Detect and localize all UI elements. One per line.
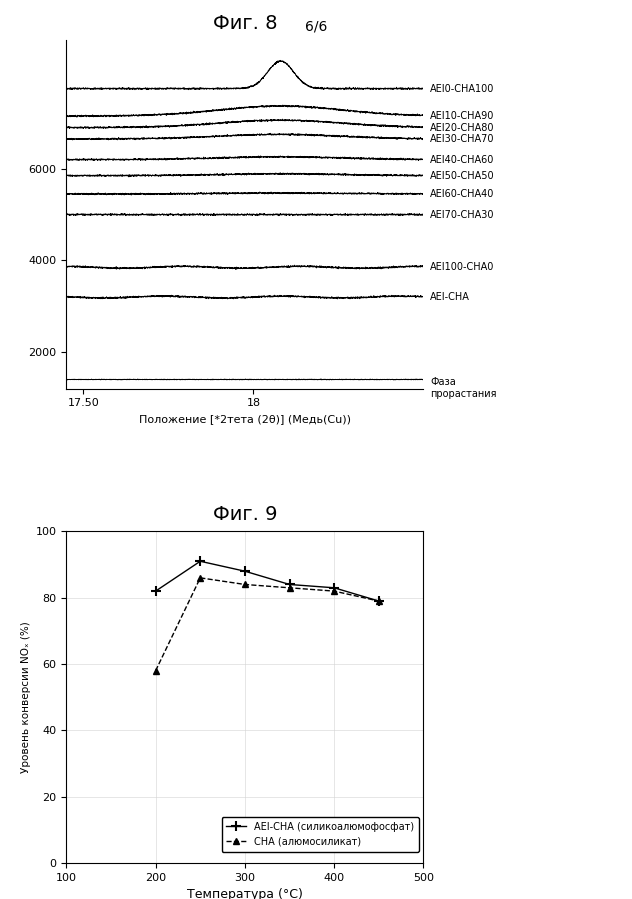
- AEI-CHA (силикоалюмофосфат): [286, 579, 293, 590]
- X-axis label: Температура (°C): Температура (°C): [187, 888, 303, 899]
- CHA (алюмосиликат): [375, 596, 382, 607]
- AEI-CHA (силикоалюмофосфат): [331, 583, 338, 593]
- Line: CHA (алюмосиликат): CHA (алюмосиликат): [152, 574, 382, 674]
- Title: Фиг. 9: Фиг. 9: [212, 505, 277, 524]
- AEI-CHA (силикоалюмофосфат): [375, 596, 382, 607]
- CHA (алюмосиликат): [197, 573, 204, 583]
- Line: AEI-CHA (силикоалюмофосфат): AEI-CHA (силикоалюмофосфат): [151, 556, 384, 606]
- AEI-CHA (силикоалюмофосфат): [241, 565, 249, 576]
- CHA (алюмосиликат): [241, 579, 249, 590]
- Text: AEI-CHA: AEI-CHA: [430, 292, 470, 302]
- Text: AEI50-CHA50: AEI50-CHA50: [430, 171, 495, 181]
- Y-axis label: Уровень конверсии NOₓ (%): Уровень конверсии NOₓ (%): [21, 621, 32, 773]
- Text: AEI10-CHA90: AEI10-CHA90: [430, 111, 495, 121]
- Text: AEI70-CHA30: AEI70-CHA30: [430, 209, 495, 219]
- Legend: AEI-CHA (силикоалюмофосфат), CHA (алюмосиликат): AEI-CHA (силикоалюмофосфат), CHA (алюмос…: [221, 817, 418, 851]
- Text: AEI40-CHA60: AEI40-CHA60: [430, 155, 495, 165]
- X-axis label: Положение [*2тета (2θ)] (Медь(Cu)): Положение [*2тета (2θ)] (Медь(Cu)): [139, 414, 351, 424]
- CHA (алюмосиликат): [331, 586, 338, 597]
- Text: Фаза
прорастания: Фаза прорастания: [430, 378, 497, 399]
- Text: AEI60-CHA40: AEI60-CHA40: [430, 189, 495, 199]
- CHA (алюмосиликат): [152, 665, 159, 676]
- Text: AEI20-CHA80: AEI20-CHA80: [430, 122, 495, 132]
- Text: 6/6: 6/6: [305, 20, 327, 34]
- Text: AEI100-CHA0: AEI100-CHA0: [430, 263, 495, 272]
- Text: AEI30-CHA70: AEI30-CHA70: [430, 134, 495, 144]
- Title: Фиг. 8: Фиг. 8: [212, 14, 277, 33]
- CHA (алюмосиликат): [286, 583, 293, 593]
- AEI-CHA (силикоалюмофосфат): [197, 556, 204, 566]
- AEI-CHA (силикоалюмофосфат): [152, 586, 159, 597]
- Text: AEI0-CHA100: AEI0-CHA100: [430, 84, 495, 93]
